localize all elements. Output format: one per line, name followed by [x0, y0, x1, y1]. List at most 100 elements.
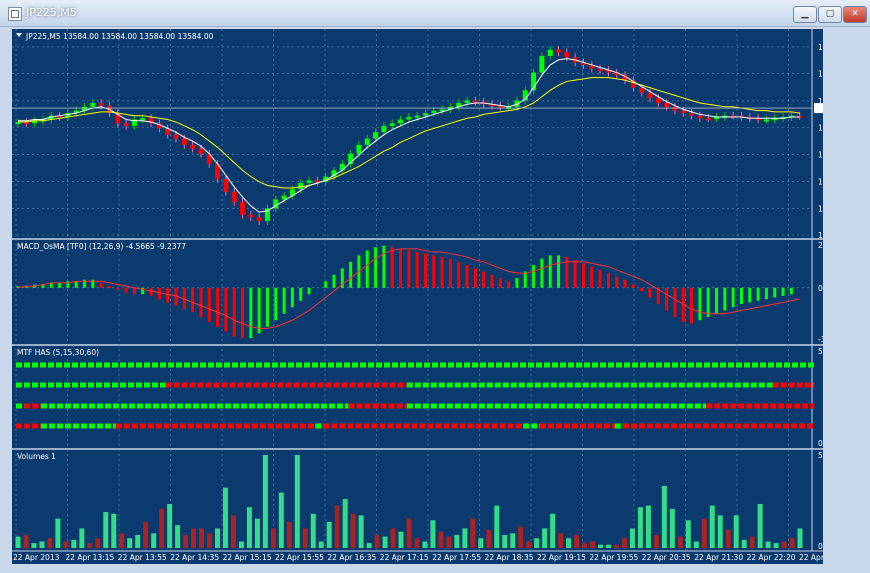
volume-bar	[262, 455, 268, 548]
volume-bar	[366, 543, 372, 548]
volume-bar	[286, 521, 292, 548]
chart-area[interactable]: 22 Apr 2013 22 Apr 13:15 22 Apr 13:55 22 Ap…	[12, 29, 823, 564]
volume-bar	[302, 528, 308, 548]
candle-body	[763, 119, 769, 122]
candle-body	[115, 113, 121, 124]
x-tick-label: 22 Apr 23:10	[799, 553, 823, 562]
candle-body	[556, 49, 562, 53]
candle-body	[123, 123, 129, 126]
minimize-icon: ▁	[801, 9, 809, 19]
volume-bar	[486, 530, 492, 548]
candle-body	[689, 113, 695, 116]
candle-body	[672, 106, 678, 111]
volume-bar	[725, 530, 731, 548]
volume-bar	[39, 541, 45, 548]
candle-body	[639, 87, 645, 93]
close-button[interactable]: ✕	[843, 6, 867, 23]
candle-body	[580, 62, 586, 65]
volume-bar	[230, 515, 236, 548]
y-tick-label: 13484.00	[818, 231, 823, 240]
volume-bar	[175, 525, 181, 548]
y-tick-label: 13589.60	[818, 97, 823, 106]
volume-bar	[733, 515, 739, 548]
volume-bar	[621, 538, 627, 548]
candle-body	[381, 125, 387, 133]
window-title: JP225,M5	[26, 6, 77, 19]
candle-body	[323, 176, 329, 182]
volume-bar	[765, 541, 771, 548]
volume-bar	[478, 538, 484, 548]
candle-body	[240, 202, 246, 215]
candle-body	[714, 116, 720, 119]
candle-body	[331, 170, 337, 177]
title-bar[interactable]: JP225,M5 ▁ ▢ ✕	[0, 0, 870, 27]
volume-bar	[246, 507, 252, 548]
x-tick-label: 22 Apr 16:35	[327, 553, 376, 562]
osma-signal-line	[17, 248, 800, 329]
y-tick-label: -31.5359	[818, 335, 823, 344]
candle-body	[497, 105, 503, 108]
volume-bar	[781, 541, 787, 548]
dropdown-triangle-icon[interactable]	[16, 33, 22, 37]
y-tick-label: 13568.60	[818, 124, 823, 133]
candle-body	[15, 122, 21, 125]
candle-body	[531, 72, 537, 91]
candle-body	[605, 70, 611, 73]
y-tick-label: 0	[818, 439, 823, 448]
volume-bar	[390, 528, 396, 548]
volume-bar	[446, 536, 452, 548]
candle-body	[306, 180, 312, 183]
volume-bar	[135, 534, 141, 548]
volume-bar	[207, 533, 213, 548]
x-tick-label: 22 Apr 13:15	[65, 553, 114, 562]
volume-bar	[789, 538, 795, 548]
y-tick-label: 0.00	[818, 284, 823, 293]
volume-bar	[111, 513, 117, 548]
volume-bar	[63, 541, 69, 548]
volume-bar	[709, 505, 715, 548]
candle-body	[206, 153, 212, 164]
volume-bar	[103, 512, 109, 548]
volume-bar	[637, 507, 643, 548]
candle-body	[32, 120, 38, 124]
candle-body	[389, 123, 395, 126]
volume-bar	[717, 515, 723, 548]
volume-bar	[526, 541, 532, 548]
volume-bar	[598, 544, 604, 548]
candle-body	[298, 182, 304, 190]
candle-body	[314, 180, 320, 183]
candle-body	[464, 100, 470, 103]
candle-body	[564, 52, 570, 58]
volume-bar	[470, 518, 476, 548]
volume-bar	[773, 543, 779, 548]
volume-bar	[574, 534, 580, 548]
y-tick-label: 26.3486	[818, 241, 823, 250]
y-tick-label: 13632.20	[818, 43, 823, 52]
maximize-button[interactable]: ▢	[818, 6, 842, 23]
candle-body	[755, 118, 761, 121]
current-price-tag	[814, 103, 823, 114]
volume-bar	[685, 520, 691, 548]
volume-bar	[326, 521, 332, 548]
minimize-button[interactable]: ▁	[793, 6, 817, 23]
volume-bar	[55, 518, 61, 548]
volume-bar	[222, 487, 228, 548]
current-price-label: 13584.00	[817, 104, 823, 113]
volume-bar	[294, 455, 300, 548]
x-tick-label: 22 Apr 2013	[13, 553, 60, 562]
volume-bar	[310, 513, 316, 548]
y-tick-label: 57	[818, 451, 823, 460]
x-tick-label: 22 Apr 17:55	[432, 553, 481, 562]
volume-bar	[151, 533, 157, 548]
volume-bar	[398, 531, 404, 548]
indicator-title: MTF HAS (5,15,30,60)	[17, 348, 99, 357]
volume-bar	[454, 534, 460, 548]
candle-body	[165, 128, 171, 135]
x-tick-label: 22 Apr 19:15	[537, 553, 586, 562]
x-tick-label: 22 Apr 15:55	[275, 553, 324, 562]
volume-bar	[334, 505, 340, 548]
candle-body	[589, 64, 595, 69]
candle-body	[373, 132, 379, 139]
chart-canvas[interactable]: 22 Apr 2013 22 Apr 13:15 22 Apr 13:55 22 Ap…	[12, 29, 823, 564]
candle-body	[414, 115, 420, 118]
